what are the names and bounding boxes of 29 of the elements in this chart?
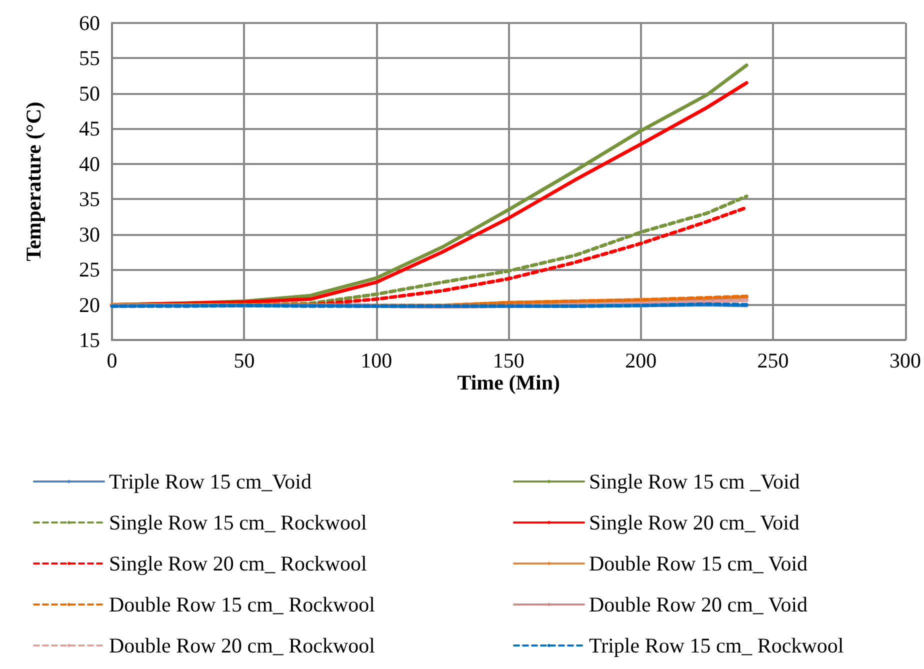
y-tick-label: 30 bbox=[79, 222, 100, 246]
y-tick-label: 45 bbox=[79, 116, 100, 141]
legend-label: Double Row 15 cm_ Void bbox=[589, 552, 808, 576]
y-axis-title: Temperature (°C) bbox=[22, 102, 46, 262]
legend-label: Double Row 20 cm_ Rockwool bbox=[109, 634, 376, 658]
x-tick-label: 150 bbox=[492, 348, 524, 372]
y-tick-label: 60 bbox=[79, 11, 100, 35]
legend-label: Single Row 20 cm_ Rockwool bbox=[109, 552, 367, 576]
legend-label: Double Row 15 cm_ Rockwool bbox=[109, 592, 376, 616]
y-tick-label: 35 bbox=[79, 187, 100, 212]
y-tick-label: 20 bbox=[79, 292, 100, 317]
legend-label: Triple Row 15 cm_ Rockwool bbox=[589, 634, 844, 658]
x-tick-label: 50 bbox=[234, 348, 255, 372]
legend-label: Single Row 20 cm_ Void bbox=[589, 510, 800, 534]
x-tick-label: 100 bbox=[360, 348, 392, 372]
legend-label: Single Row 15 cm _Void bbox=[589, 470, 800, 494]
x-axis-title: Time (Min) bbox=[457, 370, 560, 394]
legend-label: Triple Row 15 cm_Void bbox=[109, 470, 312, 494]
y-tick-label: 15 bbox=[79, 328, 100, 352]
legend-label: Double Row 20 cm_ Void bbox=[589, 592, 808, 616]
x-tick-label: 200 bbox=[625, 348, 657, 372]
y-tick-label: 40 bbox=[79, 152, 100, 176]
y-tick-label: 55 bbox=[79, 46, 100, 70]
y-tick-label: 50 bbox=[79, 81, 100, 106]
y-tick-label: 25 bbox=[79, 258, 100, 282]
x-tick-label: 250 bbox=[757, 348, 789, 372]
x-tick-label: 300 bbox=[890, 348, 921, 372]
legend-label: Single Row 15 cm_ Rockwool bbox=[109, 510, 367, 534]
x-tick-label: 0 bbox=[106, 348, 118, 372]
